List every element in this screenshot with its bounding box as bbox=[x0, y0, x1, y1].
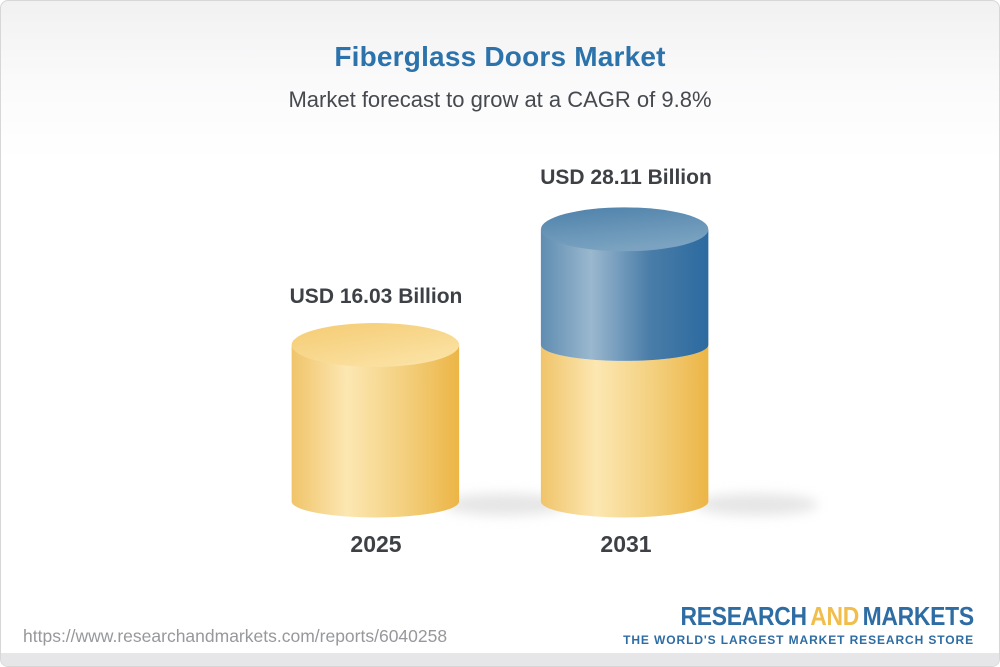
cylinder-2031-top bbox=[540, 207, 709, 252]
chart-subtitle: Market forecast to grow at a CAGR of 9.8… bbox=[288, 87, 712, 112]
logo-tagline: THE WORLD'S LARGEST MARKET RESEARCH STOR… bbox=[623, 632, 974, 647]
footer-strip bbox=[1, 653, 999, 666]
logo-word-research: RESEARCH bbox=[680, 601, 808, 631]
logo-word-markets: MARKETS bbox=[862, 601, 975, 631]
shadow-2025 bbox=[443, 493, 567, 516]
category-label-2025: 2025 bbox=[350, 531, 402, 557]
value-label-2025: USD 16.03 Billion bbox=[289, 285, 463, 308]
cylinder-2031-gold-segment bbox=[540, 344, 709, 518]
source-url-link[interactable]: https://www.researchandmarkets.com/repor… bbox=[23, 626, 448, 646]
cylinder-2025-top bbox=[291, 323, 460, 367]
category-label-2031: 2031 bbox=[600, 531, 652, 557]
value-label-2031: USD 28.11 Billion bbox=[540, 166, 712, 189]
logo-word-and: AND bbox=[810, 601, 860, 631]
logo-wordmark: RESEARCH AND MARKETS bbox=[665, 601, 975, 631]
research-and-markets-logo: RESEARCH AND MARKETS THE WORLD'S LARGEST M… bbox=[623, 602, 974, 647]
shadow-2031 bbox=[694, 493, 819, 516]
cylinder-2025 bbox=[291, 323, 460, 518]
cylinder-2031-blue-segment bbox=[540, 229, 709, 361]
cylinder-2031 bbox=[540, 207, 709, 518]
page-title: Fiberglass Doors Market bbox=[334, 41, 666, 72]
cylinder-2025-body bbox=[291, 344, 460, 518]
